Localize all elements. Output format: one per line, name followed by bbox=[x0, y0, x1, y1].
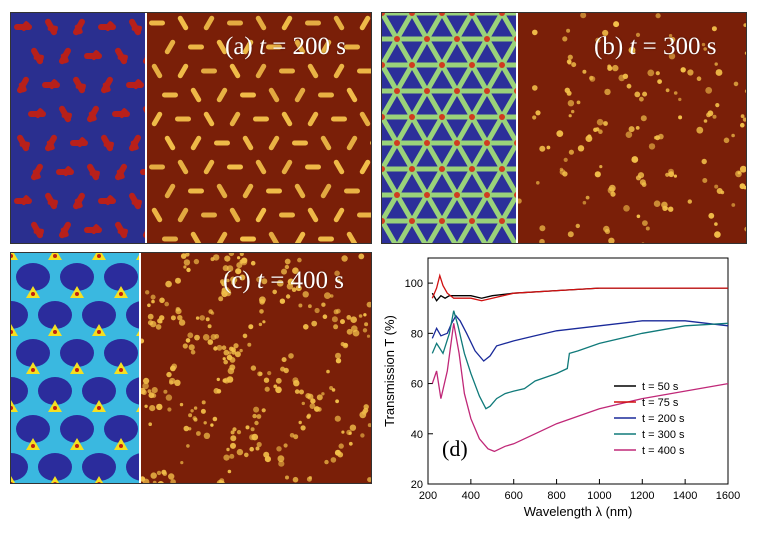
legend-entry: t = 75 s bbox=[642, 397, 679, 409]
simulation-image-b bbox=[382, 13, 516, 243]
series-line-0 bbox=[431, 287, 728, 302]
legend-entry: t = 400 s bbox=[642, 445, 685, 457]
legend-entry: t = 50 s bbox=[642, 381, 679, 393]
plot-frame bbox=[427, 257, 729, 485]
series-line-4 bbox=[431, 323, 729, 453]
x-tick-label: 1600 bbox=[716, 490, 740, 502]
panel-b: (b) t = 300 s bbox=[381, 12, 747, 244]
legend-entry: t = 200 s bbox=[642, 413, 685, 425]
afm-image-c bbox=[141, 253, 371, 483]
series-line-1 bbox=[431, 273, 728, 302]
y-tick-label: 40 bbox=[411, 429, 423, 441]
panel-label-b: (b) t = 300 s bbox=[594, 33, 717, 60]
afm-texture bbox=[518, 13, 746, 243]
x-tick-label: 200 bbox=[419, 490, 437, 502]
x-axis-label: Wavelength λ (nm) bbox=[524, 504, 633, 519]
series-line-2 bbox=[431, 314, 729, 362]
afm-texture bbox=[149, 15, 371, 243]
panel-divider bbox=[139, 253, 141, 483]
afm-image-a bbox=[147, 13, 371, 243]
afm-texture bbox=[141, 253, 371, 483]
panel-label-a: (a) t = 200 s bbox=[225, 33, 347, 60]
panel-label-c: (c) t = 400 s bbox=[223, 267, 345, 294]
y-tick-label: 80 bbox=[411, 328, 423, 340]
x-tick-label: 400 bbox=[462, 490, 480, 502]
panel-c: (c) t = 400 s bbox=[10, 252, 372, 484]
x-tick-label: 600 bbox=[505, 490, 523, 502]
series-line-3 bbox=[431, 310, 729, 410]
y-axis-label: Transmission T (%) bbox=[382, 315, 397, 427]
y-tick-label: 60 bbox=[411, 379, 423, 391]
series-lines bbox=[431, 273, 729, 453]
panel-label-d: (d) bbox=[442, 436, 468, 461]
x-tick-label: 1200 bbox=[630, 490, 654, 502]
panel-divider bbox=[516, 13, 518, 243]
legend: t = 50 s t = 75 s t = 200 s t = 300 s t = 40… bbox=[614, 381, 685, 457]
legend-entry: t = 300 s bbox=[642, 429, 685, 441]
network-pattern bbox=[382, 13, 516, 243]
afm-image-b bbox=[518, 13, 746, 243]
panel-divider bbox=[145, 13, 147, 243]
y-tick-label: 100 bbox=[405, 278, 423, 290]
motif-pattern bbox=[14, 18, 145, 239]
simulation-image-c bbox=[11, 253, 139, 483]
y-tick-label: 20 bbox=[411, 479, 423, 491]
simulation-image-a bbox=[11, 13, 145, 243]
axis-ticks: 200 400 600 800 1000 1200 1400 1600 20 40 60 80 100 bbox=[405, 278, 741, 502]
x-tick-label: 800 bbox=[547, 490, 565, 502]
panel-a: (a) t = 200 s bbox=[10, 12, 372, 244]
blob-pattern bbox=[11, 253, 139, 483]
x-tick-label: 1000 bbox=[587, 490, 611, 502]
x-tick-label: 1400 bbox=[673, 490, 697, 502]
transmission-chart: 200 400 600 800 1000 1200 1400 160020406080100 … bbox=[382, 257, 741, 519]
